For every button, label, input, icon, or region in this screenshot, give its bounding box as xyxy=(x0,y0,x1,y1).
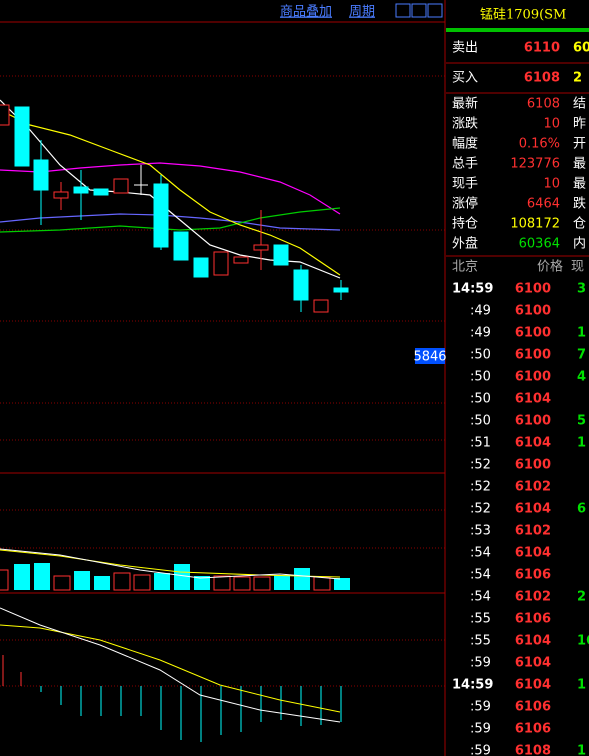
tick-time: :53 xyxy=(470,524,491,539)
tick-header: 价格 xyxy=(537,259,563,275)
stat-label: 现手 xyxy=(452,177,478,192)
stat-value: 10 xyxy=(543,177,560,192)
tick-volume: 1 xyxy=(577,436,586,451)
tick-time: 14:59 xyxy=(452,282,493,297)
tick-volume: 6 xyxy=(577,502,586,517)
tick-time: :59 xyxy=(470,656,491,671)
bid-price: 6108 xyxy=(524,71,560,86)
bid-volume: 2 xyxy=(573,71,582,86)
tick-time: :55 xyxy=(470,612,491,627)
tick-price: 6102 xyxy=(515,590,551,605)
stat-next-label: 仓 xyxy=(573,217,586,232)
stat-value: 0.16% xyxy=(519,137,560,152)
tick-time: :55 xyxy=(470,634,491,649)
tick-price: 6106 xyxy=(515,568,551,583)
tick-time: 14:59 xyxy=(452,678,493,693)
tick-price: 6104 xyxy=(515,546,551,561)
tick-volume: 1 xyxy=(577,744,586,756)
tick-price: 6100 xyxy=(515,348,551,363)
nav-buttons[interactable] xyxy=(395,3,443,18)
tick-price: 6104 xyxy=(515,678,551,693)
tick-price: 6100 xyxy=(515,370,551,385)
chart-area: 5846 商品叠加 周期 xyxy=(0,0,447,756)
tick-price: 6104 xyxy=(515,392,551,407)
ask-volume: 60 xyxy=(573,41,589,56)
bid-label: 买入 xyxy=(452,71,478,86)
stat-label: 持仓 xyxy=(452,217,478,232)
tick-price: 6106 xyxy=(515,700,551,715)
tick-price: 6106 xyxy=(515,612,551,627)
tick-time: :52 xyxy=(470,502,491,517)
tick-price: 6102 xyxy=(515,480,551,495)
tick-price: 6104 xyxy=(515,436,551,451)
tick-volume: 16 xyxy=(577,634,589,649)
tick-price: 6106 xyxy=(515,722,551,737)
stat-next-label: 最 xyxy=(573,157,586,172)
tick-price: 6100 xyxy=(515,326,551,341)
tick-volume: 4 xyxy=(577,370,586,385)
contract-title: 锰硅1709(SM xyxy=(480,8,566,23)
tick-price: 6108 xyxy=(515,744,551,756)
tick-price: 6104 xyxy=(515,634,551,649)
stat-value: 60364 xyxy=(519,237,560,252)
tick-volume: 5 xyxy=(577,414,586,429)
tick-time: :50 xyxy=(470,370,491,385)
tick-price: 6104 xyxy=(515,502,551,517)
tick-time: :50 xyxy=(470,348,491,363)
tick-price: 6100 xyxy=(515,282,551,297)
tick-time: :59 xyxy=(470,744,491,756)
tick-volume: 2 xyxy=(577,590,586,605)
tick-time: :54 xyxy=(470,546,491,561)
stat-label: 涨跌 xyxy=(452,116,478,132)
stat-label: 外盘 xyxy=(452,236,478,252)
tick-time: :50 xyxy=(470,392,491,407)
stat-value: 10 xyxy=(543,117,560,132)
stat-next-label: 最 xyxy=(573,177,586,192)
stat-next-label: 结 xyxy=(573,97,586,112)
tick-time: :59 xyxy=(470,700,491,715)
stat-value: 6464 xyxy=(527,197,560,212)
tick-header: 现 xyxy=(571,260,584,275)
quote-panel: 锰硅1709(SM 卖出 6110 60 买入 6108 2 xyxy=(446,0,589,756)
tick-time: :51 xyxy=(470,436,491,451)
stat-value: 123776 xyxy=(510,157,560,172)
overlay-link[interactable]: 商品叠加 xyxy=(280,5,332,20)
tick-price: 6100 xyxy=(515,458,551,473)
tick-time: :52 xyxy=(470,458,491,473)
stat-next-label: 内 xyxy=(573,236,586,252)
tick-price: 6100 xyxy=(515,304,551,319)
tick-volume: 3 xyxy=(577,282,586,297)
stat-label: 总手 xyxy=(452,157,478,172)
tick-price: 6102 xyxy=(515,524,551,539)
tick-time: :49 xyxy=(470,326,491,341)
tick-time: :49 xyxy=(470,304,491,319)
stat-label: 最新 xyxy=(452,96,478,112)
tick-volume: 1 xyxy=(577,678,586,693)
period-link[interactable]: 周期 xyxy=(349,5,375,20)
stat-label: 涨停 xyxy=(452,196,478,212)
stat-value: 108172 xyxy=(510,217,560,232)
tick-volume: 7 xyxy=(577,348,586,363)
tick-time: :52 xyxy=(470,480,491,495)
tick-price: 6104 xyxy=(515,656,551,671)
tick-time: :59 xyxy=(470,722,491,737)
stat-label: 幅度 xyxy=(452,136,478,152)
tick-price: 6100 xyxy=(515,414,551,429)
ask-price: 6110 xyxy=(524,41,560,56)
price-label: 5846 xyxy=(413,350,446,365)
stat-next-label: 开 xyxy=(573,137,586,152)
tick-time: :54 xyxy=(470,568,491,583)
tick-header: 北京 xyxy=(452,260,478,275)
stat-value: 6108 xyxy=(527,97,560,112)
tick-time: :54 xyxy=(470,590,491,605)
stat-next-label: 昨 xyxy=(573,117,586,132)
tick-volume: 1 xyxy=(577,326,586,341)
stat-next-label: 跌 xyxy=(573,196,586,212)
ask-label: 卖出 xyxy=(452,41,478,56)
tick-time: :50 xyxy=(470,414,491,429)
